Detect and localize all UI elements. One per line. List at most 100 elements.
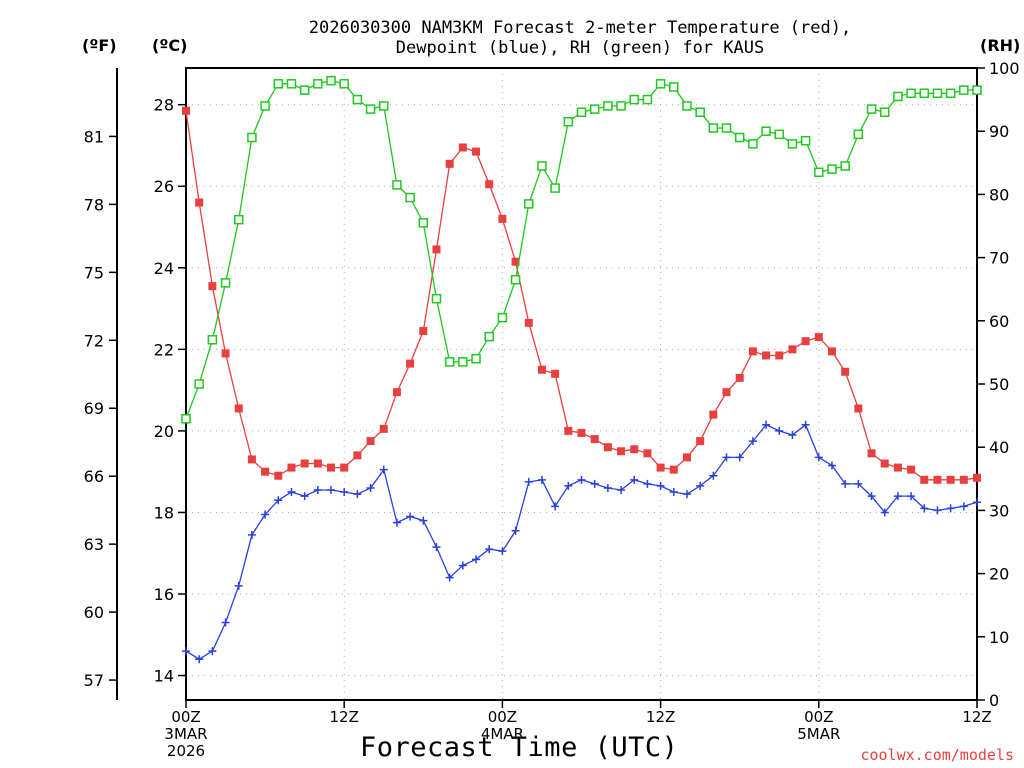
temperature-point	[762, 351, 771, 360]
temperature-point	[617, 447, 626, 456]
temperature-point	[564, 426, 573, 435]
temperature-point	[880, 459, 889, 468]
rh-point	[682, 101, 692, 111]
dewpoint-point	[234, 581, 243, 590]
temperature-point	[841, 367, 850, 376]
dewpoint-point	[195, 655, 204, 664]
rh-tick-label: 80	[989, 185, 1009, 204]
rh-point	[669, 82, 679, 92]
rh-point	[616, 101, 626, 111]
temperature-point	[379, 424, 388, 433]
temperature-point	[366, 437, 375, 446]
dewpoint-point	[300, 492, 309, 501]
temperature-line	[185, 110, 978, 481]
rh-point	[840, 161, 850, 171]
temperature-point	[432, 245, 441, 254]
temperature-point	[287, 463, 296, 472]
dewpoint-point	[406, 512, 415, 521]
temperature-point	[406, 359, 415, 368]
dewpoint-point	[445, 573, 454, 582]
rh-point	[642, 94, 653, 105]
rh-point	[550, 183, 560, 193]
temperature-point	[920, 475, 929, 484]
x-tick-time-label: 12Z	[646, 708, 675, 726]
dewpoint-point	[841, 479, 850, 488]
rh-point	[603, 101, 613, 111]
celsius-tick-label: 26	[154, 177, 174, 196]
rh-point	[299, 85, 310, 95]
dewpoint-point	[630, 475, 639, 484]
temperature-point	[313, 459, 322, 468]
rh-point	[563, 116, 574, 127]
dewpoint-point	[801, 420, 810, 429]
temperature-point	[973, 473, 981, 482]
dewpoint-point	[669, 488, 678, 497]
dewpoint-point	[182, 647, 190, 656]
celsius-tick-label: 28	[154, 96, 174, 115]
rh-tick-label: 60	[989, 312, 1009, 331]
rh-point	[497, 312, 508, 323]
temperature-point	[933, 475, 942, 484]
celsius-tick-label: 16	[154, 585, 174, 604]
temperature-point	[775, 351, 784, 360]
temperature-point	[590, 435, 599, 444]
temperature-point	[247, 455, 256, 464]
dewpoint-point	[366, 483, 375, 492]
celsius-tick-label: 24	[154, 259, 174, 278]
dewpoint-point	[564, 481, 573, 490]
dewpoint-point	[827, 461, 836, 470]
fahrenheit-tick-label: 66	[84, 467, 104, 486]
dewpoint-point	[880, 508, 889, 517]
dewpoint-point	[247, 530, 256, 539]
x-tick-date-label: 5MAR	[797, 725, 840, 743]
rh-point	[721, 123, 732, 133]
dewpoint-point	[920, 504, 929, 513]
temperature-point	[735, 373, 744, 382]
temperature-point	[788, 345, 797, 354]
fahrenheit-tick-label: 63	[84, 535, 104, 554]
temperature-point	[498, 214, 507, 223]
credit-link[interactable]: coolwx.com/models	[860, 746, 1014, 764]
dewpoint-point	[472, 555, 481, 564]
temperature-point	[603, 443, 612, 452]
temperature-point	[300, 459, 309, 468]
dewpoint-point	[392, 518, 401, 527]
temperature-point	[867, 449, 876, 458]
dewpoint-point	[788, 430, 797, 439]
fahrenheit-unit-label: (ºF)	[82, 36, 117, 55]
x-tick-year-label: 2026	[167, 742, 205, 760]
temperature-point	[458, 143, 467, 152]
rh-point	[906, 88, 916, 99]
dewpoint-point	[617, 486, 626, 495]
x-tick-time-label: 00Z	[488, 708, 517, 726]
dewpoint-point	[907, 492, 916, 501]
rh-point	[181, 414, 191, 424]
temperature-point	[946, 475, 955, 484]
chart-title-line1: 2026030300 NAM3KM Forecast 2-meter Tempe…	[308, 18, 852, 38]
celsius-tick-label: 20	[154, 422, 174, 441]
fahrenheit-tick-label: 81	[84, 127, 104, 146]
dewpoint-point	[577, 475, 586, 484]
rh-point	[247, 132, 257, 143]
dewpoint-point	[551, 502, 560, 511]
dewpoint-point	[748, 437, 757, 446]
temperature-point	[551, 369, 560, 378]
rh-point	[814, 167, 824, 178]
dewpoint-point	[590, 479, 599, 488]
rh-tick-label: 100	[989, 59, 1020, 78]
rh-point	[365, 104, 376, 114]
dewpoint-point	[353, 490, 362, 499]
dewpoint-point	[959, 502, 968, 511]
rh-tick-label: 90	[989, 122, 1009, 141]
dewpoint-point	[208, 647, 217, 656]
rh-point	[893, 91, 903, 102]
rh-point	[761, 126, 771, 136]
rh-point	[787, 139, 798, 149]
temperature-point	[709, 410, 718, 419]
rh-point	[827, 164, 837, 174]
dewpoint-point	[643, 479, 652, 488]
temperature-point	[630, 445, 639, 454]
dewpoint-point	[221, 618, 230, 627]
rh-point	[708, 123, 719, 133]
